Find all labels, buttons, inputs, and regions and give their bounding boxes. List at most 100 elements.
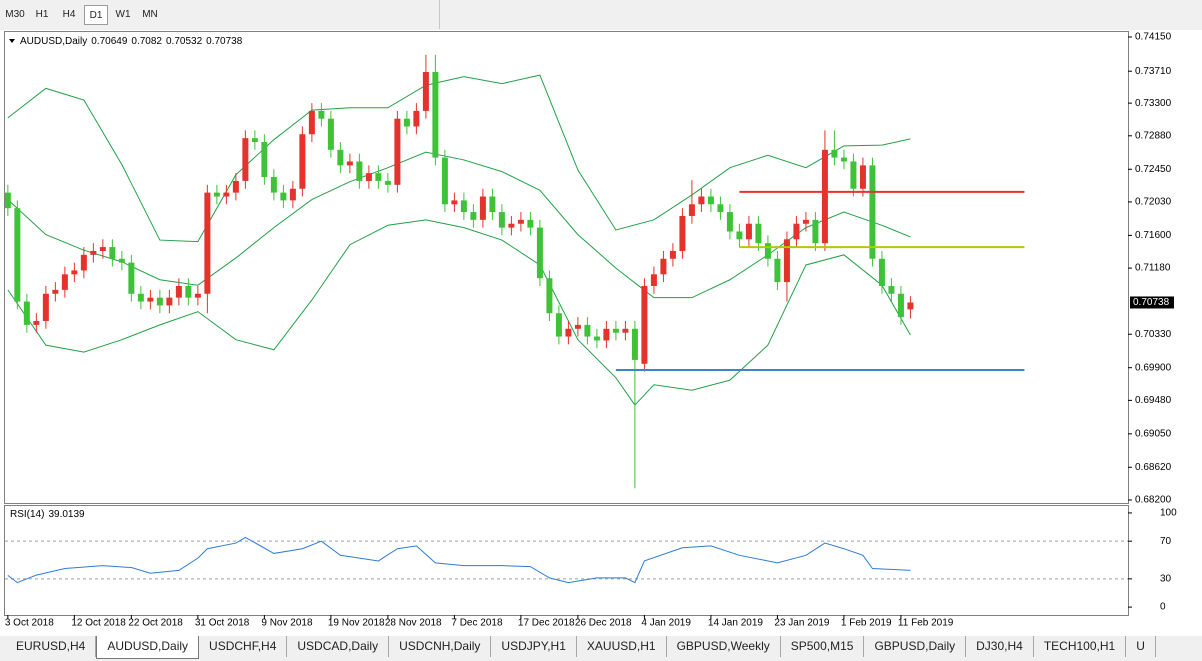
candle-body: [80, 254, 87, 271]
candle-body: [327, 118, 334, 150]
y-tick-label: 0.68200: [1135, 495, 1172, 506]
chart-tab[interactable]: AUDUSD,Daily: [96, 636, 200, 659]
candle-body: [546, 278, 553, 314]
candle-body: [346, 161, 353, 166]
timeframe-button[interactable]: H1: [35, 8, 49, 20]
chart-tab[interactable]: XAUUSD,H1: [577, 636, 667, 657]
candle-body: [147, 297, 154, 302]
candle-body: [812, 219, 819, 244]
candle-body: [527, 219, 534, 228]
chart-window: AUDUSD,Daily 0.70649 0.7082 0.70532 0.70738 …: [0, 30, 1202, 636]
chart-background: [0, 30, 1202, 636]
open-label: 0.70649: [91, 36, 128, 47]
candle-body: [650, 274, 657, 286]
candle-body: [726, 212, 733, 232]
timeframe-button[interactable]: W1: [115, 8, 131, 20]
chart-tab[interactable]: DJ30,H4: [966, 636, 1034, 657]
candle-body: [907, 302, 914, 310]
y-tick-label: 70: [1160, 536, 1172, 547]
candle-body: [365, 173, 372, 181]
y-tick-label: 0.70330: [1135, 329, 1172, 340]
timeframe-toolbar: M30 H1 H4 D1 W1 MN: [0, 0, 440, 29]
y-tick-label: 0.72450: [1135, 164, 1172, 175]
x-tick-label: 26 Dec 2018: [575, 618, 632, 629]
y-tick-label: 0.71600: [1135, 230, 1172, 241]
bollinger-band: [7, 219, 911, 406]
candle-body: [223, 192, 230, 197]
chart-tab[interactable]: SP500,M15: [781, 636, 865, 657]
chart-tab[interactable]: USDCNH,Daily: [389, 636, 492, 657]
chart-tab[interactable]: USDJPY,H1: [491, 636, 577, 657]
candle-body: [802, 219, 809, 224]
timeframe-button[interactable]: D1: [84, 4, 108, 25]
candle-body: [23, 301, 30, 325]
candle-body: [888, 285, 895, 294]
candle-body: [441, 157, 448, 205]
timeframe-button[interactable]: MN: [142, 8, 158, 20]
timeframe-button[interactable]: H4: [62, 8, 76, 20]
y-tick-label: 0.74150: [1135, 32, 1172, 43]
candle-body: [299, 134, 306, 189]
candle-body: [185, 285, 192, 298]
chart-tab[interactable]: U: [1126, 636, 1156, 657]
candle-body: [641, 285, 648, 364]
candle-body: [261, 142, 268, 178]
chart-tab[interactable]: GBPUSD,Daily: [864, 636, 967, 657]
chart-tab[interactable]: GBPUSD,Weekly: [667, 636, 781, 657]
candle-body: [859, 165, 866, 189]
candle-body: [612, 328, 619, 333]
candle-body: [33, 320, 40, 325]
candle-body: [137, 293, 144, 302]
candle-body: [622, 328, 629, 333]
candle-body: [707, 196, 714, 205]
rsi-line: [7, 536, 911, 584]
chart-header: AUDUSD,Daily 0.70649 0.7082 0.70532 0.70738: [20, 36, 243, 47]
candle-body: [897, 293, 904, 318]
chart-tab[interactable]: USDCAD,Daily: [287, 636, 390, 657]
x-tick-label: 1 Feb 2019: [841, 618, 892, 629]
candle-body: [631, 328, 638, 360]
candle-body: [156, 297, 163, 306]
candle-body: [517, 219, 524, 224]
candle-body: [356, 161, 363, 181]
candle-body: [451, 200, 458, 205]
candle-body: [52, 289, 59, 294]
candle-body: [660, 258, 667, 275]
candle-body: [90, 250, 97, 255]
candle-body: [574, 324, 581, 329]
candle-body: [242, 138, 249, 181]
low-label: 0.70532: [166, 36, 203, 47]
candle-body: [498, 212, 505, 228]
candle-body: [14, 208, 21, 302]
y-tick-label: 0.73300: [1135, 98, 1172, 109]
candle-body: [774, 258, 781, 283]
candle-body: [764, 243, 771, 259]
timeframe-button[interactable]: M30: [5, 8, 25, 20]
candle-body: [118, 258, 125, 263]
chart-tab[interactable]: TECH100,H1: [1034, 636, 1127, 657]
candle-body: [869, 165, 876, 259]
candle-body: [403, 118, 410, 127]
candle-body: [489, 196, 496, 213]
candle-body: [4, 192, 11, 209]
y-tick-label: 0.69480: [1135, 395, 1172, 406]
candle-body: [128, 262, 135, 294]
candle-body: [755, 223, 762, 244]
chart-tabs: EURUSD,H4 AUDUSD,Daily USDCHF,H4 USDCAD,Dai…: [6, 636, 1202, 661]
x-tick-label: 9 Nov 2018: [261, 618, 313, 629]
candle-body: [688, 204, 695, 216]
x-tick-label: 4 Jan 2019: [641, 618, 691, 629]
candle-body: [289, 188, 296, 201]
x-tick-label: 28 Nov 2018: [385, 618, 442, 629]
main-panel-frame: [4, 31, 1129, 504]
price-tag-background: [1130, 296, 1174, 309]
chart-tab[interactable]: EURUSD,H4: [6, 636, 97, 657]
candle-body: [308, 110, 315, 135]
candle-body: [204, 192, 211, 294]
x-tick-label: 31 Oct 2018: [195, 618, 250, 629]
candle-body: [109, 247, 116, 259]
chart-tab[interactable]: USDCHF,H4: [199, 636, 288, 657]
candle-body: [232, 180, 239, 193]
rsi-header: RSI(14) 39.0139: [10, 509, 85, 520]
candle-body: [432, 71, 439, 158]
